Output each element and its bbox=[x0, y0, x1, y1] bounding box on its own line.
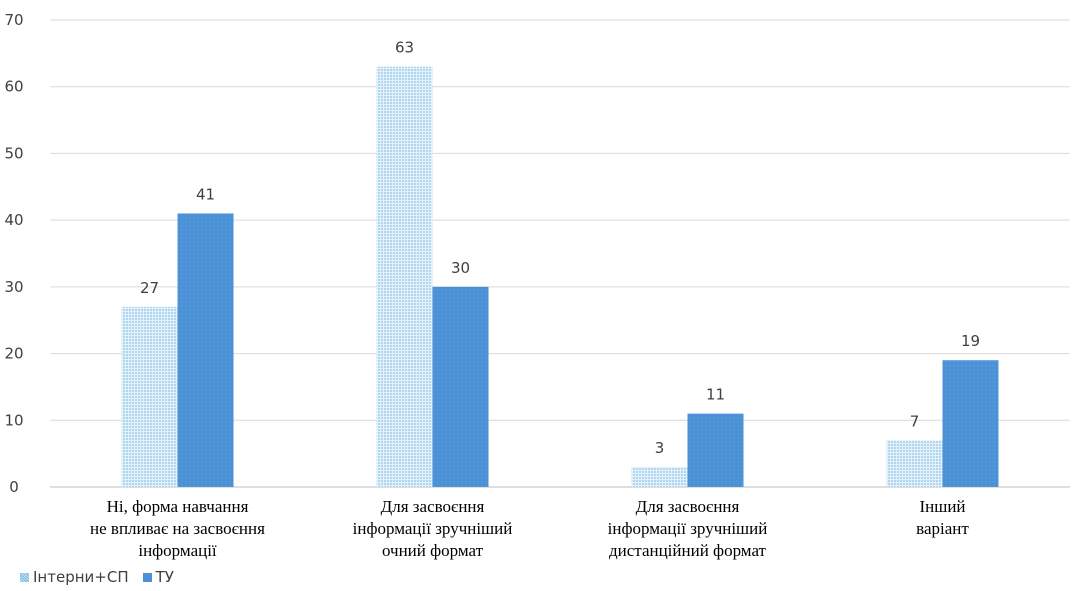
data-labels: 27 41 63 30 3 11 7 19 bbox=[140, 39, 980, 457]
category-label: інформації зручніший bbox=[608, 519, 768, 538]
legend: Інтерни+СП ТУ bbox=[20, 568, 188, 586]
category-label: Для засвоєння bbox=[636, 497, 740, 516]
y-tick-label: 30 bbox=[4, 278, 23, 296]
category-label: не впливає на засвоєння bbox=[90, 519, 265, 538]
data-label: 63 bbox=[395, 39, 414, 57]
category-label: Для засвоєння bbox=[381, 497, 485, 516]
category-label: інформації зручніший bbox=[353, 519, 513, 538]
data-label: 7 bbox=[910, 412, 920, 430]
bar-interns bbox=[121, 306, 178, 487]
legend-item-interns: Інтерни+СП bbox=[20, 568, 129, 586]
category-label: дистанційний формат bbox=[609, 541, 767, 560]
data-label: 30 bbox=[451, 259, 470, 277]
data-label: 27 bbox=[140, 279, 159, 297]
data-label: 19 bbox=[961, 332, 980, 350]
legend-label-interns: Інтерни+СП bbox=[33, 568, 129, 586]
category-label: Ні, форма навчання bbox=[107, 497, 249, 516]
y-tick-label: 70 bbox=[4, 11, 23, 29]
bar-chart: 0 10 20 30 40 50 60 70 27 41 63 30 3 11 7 19 Ні, форма… bbox=[4, 11, 1070, 560]
data-label: 3 bbox=[655, 439, 665, 457]
bar-tu bbox=[687, 413, 744, 487]
category-label: інформації bbox=[138, 541, 217, 560]
category-label: варіант bbox=[916, 519, 969, 538]
data-label: 41 bbox=[196, 185, 215, 203]
y-axis: 0 10 20 30 40 50 60 70 bbox=[4, 11, 23, 496]
y-tick-label: 10 bbox=[4, 411, 23, 429]
y-tick-label: 20 bbox=[4, 345, 23, 363]
y-tick-label: 0 bbox=[9, 478, 19, 496]
y-tick-label: 50 bbox=[4, 144, 23, 162]
legend-item-tu: ТУ bbox=[142, 568, 174, 586]
category-label: очний формат bbox=[382, 541, 484, 560]
bar-tu bbox=[177, 213, 234, 487]
legend-swatch-tu bbox=[142, 572, 152, 582]
legend-label-tu: ТУ bbox=[155, 568, 174, 586]
data-label: 11 bbox=[706, 386, 725, 404]
y-tick-label: 40 bbox=[4, 211, 23, 229]
category-label: Інший bbox=[919, 497, 965, 516]
bar-tu bbox=[432, 286, 489, 487]
bar-interns bbox=[631, 466, 688, 487]
bars bbox=[121, 66, 999, 487]
legend-swatch-interns bbox=[20, 572, 29, 582]
x-axis: Ні, форма навчання не впливає на засвоєнн… bbox=[90, 497, 969, 560]
bar-interns bbox=[376, 66, 433, 487]
bar-tu bbox=[942, 360, 999, 487]
y-tick-label: 60 bbox=[4, 78, 23, 96]
bar-interns bbox=[886, 440, 943, 487]
